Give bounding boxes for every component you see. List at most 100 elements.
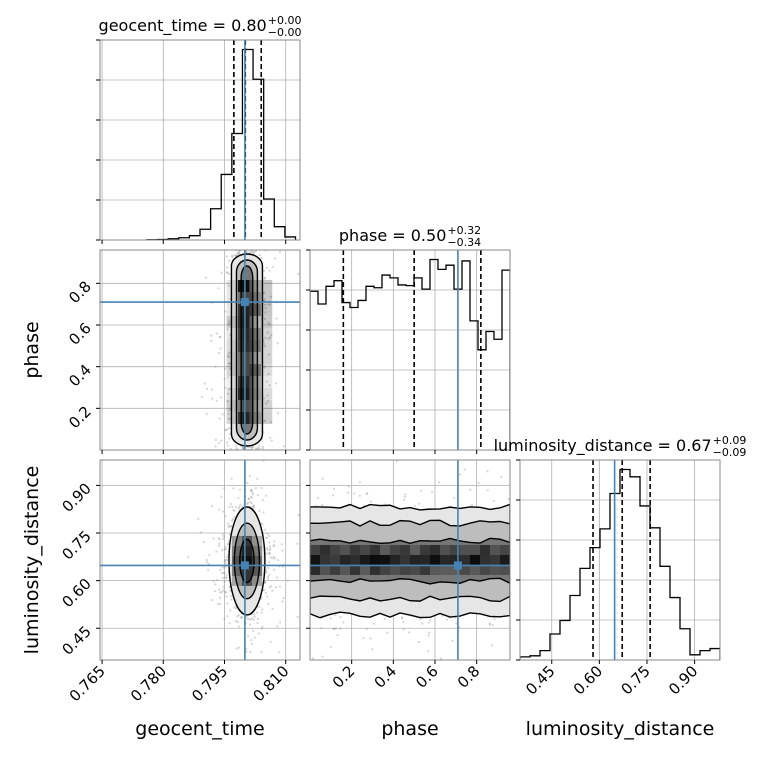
- density-bin: [237, 412, 250, 424]
- density-bin: [226, 328, 238, 340]
- density-bin: [251, 535, 262, 546]
- sample-point: [242, 447, 245, 450]
- sample-point: [275, 576, 279, 579]
- sample-point: [227, 525, 231, 528]
- sample-point: [245, 670, 247, 672]
- sample-point: [274, 382, 278, 385]
- sample-point: [427, 621, 431, 624]
- sample-point: [269, 545, 272, 548]
- sample-point: [263, 581, 266, 585]
- density-bin: [241, 535, 252, 546]
- sample-point: [223, 566, 226, 569]
- sample-point: [220, 439, 223, 442]
- sample-point: [272, 568, 276, 571]
- sample-point: [333, 627, 336, 630]
- sample-point: [215, 550, 218, 553]
- density-bin: [260, 388, 273, 400]
- sample-point: [250, 618, 253, 621]
- density-bin: [226, 340, 238, 352]
- sample-point: [262, 511, 265, 514]
- sample-point: [486, 489, 489, 492]
- x-tick-label: 0.780: [127, 662, 170, 705]
- sample-point: [339, 627, 342, 630]
- sample-point: [224, 558, 227, 561]
- sample-point: [403, 493, 407, 496]
- sample-point: [230, 254, 234, 257]
- sample-point: [266, 577, 270, 580]
- sample-point: [493, 618, 496, 621]
- sample-point: [251, 505, 254, 508]
- sample-point: [236, 620, 239, 623]
- sample-point: [266, 575, 270, 579]
- density-bin: [490, 554, 500, 565]
- density-bin: [260, 340, 273, 352]
- x-tick-label: 0.90: [665, 662, 701, 698]
- density-bin: [500, 564, 510, 575]
- sample-point: [252, 618, 256, 621]
- density-bin: [310, 564, 320, 575]
- sample-point: [413, 504, 416, 508]
- sample-point: [250, 488, 253, 492]
- sample-point: [437, 481, 441, 484]
- density-bin: [400, 544, 410, 555]
- sample-point: [218, 596, 222, 599]
- panel-frame: [99, 249, 301, 451]
- sample-point: [187, 556, 190, 559]
- sample-point: [232, 508, 235, 512]
- sample-point: [347, 485, 350, 488]
- sample-point: [383, 617, 386, 621]
- sample-point: [281, 549, 284, 552]
- y-tick-label: 0.45: [58, 622, 94, 658]
- sample-point: [271, 557, 274, 560]
- sample-point: [256, 493, 259, 497]
- density-bin: [260, 412, 273, 424]
- density-bin: [360, 544, 370, 555]
- sample-point: [238, 250, 241, 253]
- sample-point: [226, 271, 229, 275]
- sample-point: [253, 613, 256, 616]
- sample-point: [228, 622, 231, 625]
- density-bin: [430, 544, 440, 555]
- title-luminosity_distance: luminosity_distance = 0.67 +0.09−0.09: [494, 434, 747, 459]
- density-bin: [400, 564, 410, 575]
- title-sub: −0.09: [713, 446, 747, 459]
- sample-point: [249, 250, 252, 254]
- density-bin: [380, 554, 390, 565]
- sample-point: [403, 498, 406, 501]
- density-bin: [241, 555, 252, 566]
- sample-point: [225, 574, 228, 577]
- sample-point: [316, 496, 320, 500]
- sample-point: [221, 566, 224, 569]
- sample-point: [249, 495, 253, 499]
- density-bin: [260, 376, 273, 388]
- sample-point: [249, 490, 253, 493]
- sample-point: [250, 501, 253, 505]
- sample-point: [266, 394, 269, 397]
- sample-point: [261, 447, 264, 450]
- sample-point: [268, 553, 271, 556]
- sample-point: [244, 664, 246, 666]
- sample-point: [230, 519, 234, 522]
- sample-point: [303, 562, 305, 564]
- density-bin: [260, 292, 273, 304]
- sample-point: [268, 323, 271, 326]
- sample-point: [297, 272, 300, 275]
- sample-point: [229, 447, 232, 450]
- sample-point: [431, 490, 434, 493]
- sample-point: [264, 336, 267, 339]
- sample-point: [223, 377, 226, 381]
- sample-point: [223, 617, 226, 621]
- density-bin: [460, 554, 470, 565]
- sample-point: [221, 548, 224, 552]
- sample-point: [255, 611, 259, 614]
- sample-point: [237, 251, 240, 254]
- sample-point: [276, 625, 279, 628]
- sample-point: [325, 663, 327, 665]
- panel-frame: [99, 459, 301, 661]
- x-tick-label: 0.75: [617, 662, 653, 698]
- sample-point: [258, 254, 261, 257]
- y-tick-label: 0.6: [65, 319, 95, 349]
- density-bin: [226, 388, 238, 400]
- density-bin: [440, 544, 450, 555]
- sample-point: [229, 589, 232, 592]
